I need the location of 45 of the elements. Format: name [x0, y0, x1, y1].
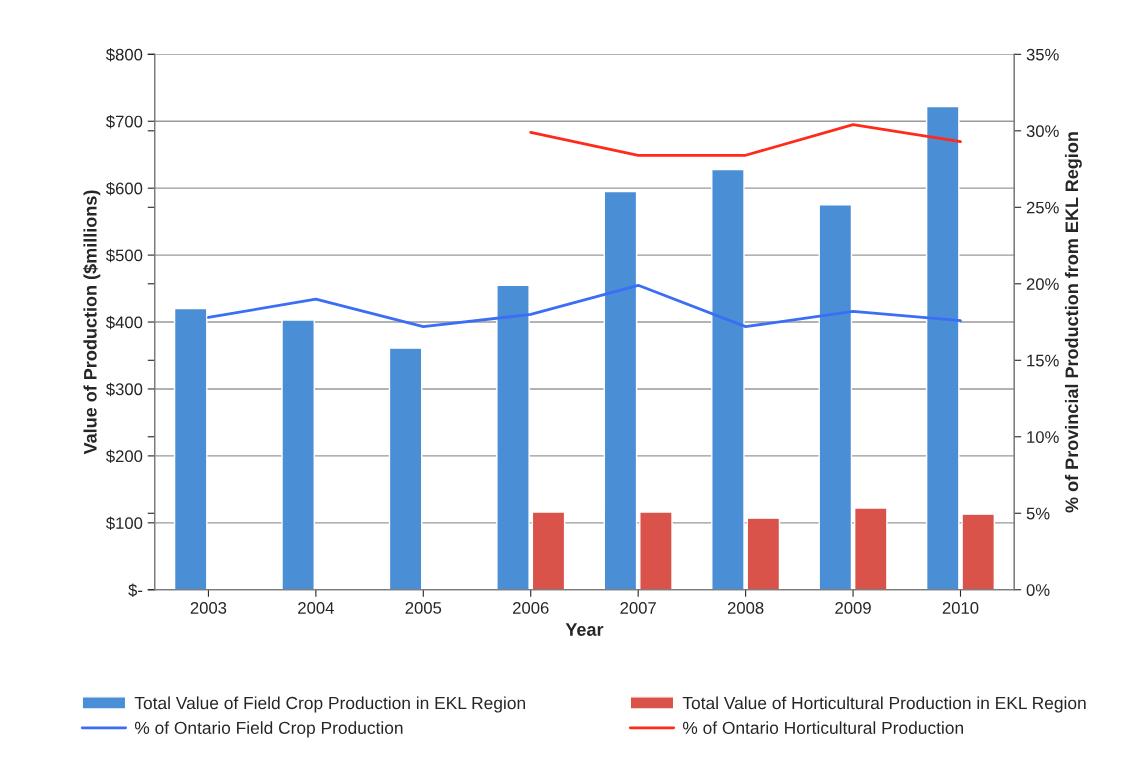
y-tick-label: $400 [106, 315, 143, 330]
line-series [529, 123, 962, 157]
y2-tick-label: 25% [1026, 201, 1059, 214]
y-tick-label: $300 [106, 382, 143, 397]
x-tick-label: 2007 [620, 602, 656, 614]
legend-label: % of Ontario Field Crop Production [134, 721, 403, 738]
y-tick-label: $200 [106, 449, 143, 464]
bar [853, 507, 888, 590]
bar [603, 190, 638, 590]
y2-tick-label: 5% [1026, 507, 1050, 520]
bar [818, 204, 853, 590]
y-tick-label: $500 [106, 248, 143, 263]
y-tick-label: $700 [106, 114, 143, 129]
bar [388, 347, 423, 590]
bar [496, 284, 530, 590]
bar [746, 517, 781, 590]
legend-label: Total Value of Field Crop Production in EKL Region [134, 696, 525, 713]
bar [281, 319, 315, 590]
y-tick-label: $100 [106, 516, 143, 531]
x-tick-label: 2009 [835, 602, 871, 614]
bar [531, 511, 566, 590]
bar [639, 511, 673, 590]
bar [711, 168, 745, 590]
y-tick-label: $600 [106, 181, 143, 196]
bar [173, 307, 208, 590]
y2-tick-label: 10% [1027, 431, 1059, 443]
y-tick-label: $- [128, 583, 143, 597]
x-tick-label: 2005 [405, 602, 442, 614]
x-tick-label: 2008 [727, 602, 764, 614]
y2-tick-label: 15% [1027, 354, 1059, 367]
y2-axis-title: % of Provincial Production from EKL Region [1064, 132, 1082, 513]
x-tick-label: 2004 [298, 602, 334, 614]
legend-label: Total Value of Horticultural Production in EKL Region [682, 696, 1086, 713]
y2-tick-label: 30% [1026, 125, 1059, 138]
line-series [207, 283, 962, 329]
x-tick-label: 2006 [513, 602, 549, 614]
legend-label: % of Ontario Horticultural Production [682, 721, 963, 735]
x-tick-label: 2010 [942, 602, 979, 614]
x-axis-title: Year [565, 623, 604, 636]
y2-tick-label: 20% [1026, 278, 1059, 290]
y2-tick-label: 0% [1026, 584, 1050, 596]
x-tick-label: 2003 [190, 602, 227, 614]
y-axis-title: Value of Production ($millions) [83, 190, 101, 455]
y-tick-label: $800 [106, 48, 143, 62]
y2-tick-label: 35% [1026, 48, 1059, 61]
